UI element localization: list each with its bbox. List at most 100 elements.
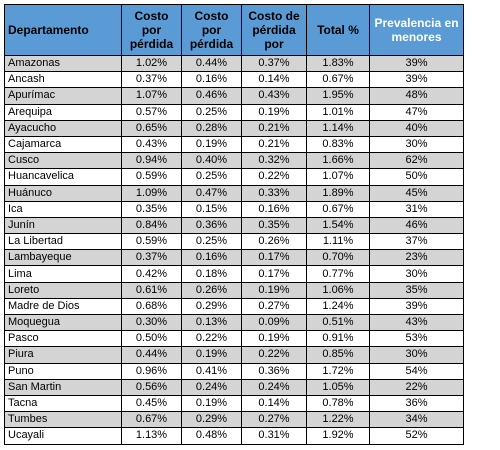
header-departamento: Departamento (4, 4, 122, 56)
cell-costo-perdida-1: 0.94% (121, 152, 182, 170)
cell-costo-perdida-2: 0.25% (181, 103, 242, 121)
cell-costo-perdida-1: 0.59% (121, 233, 182, 251)
cell-total-percent: 1.05% (306, 378, 370, 396)
cell-costo-de-perdida: 0.21% (241, 135, 307, 154)
cell-costo-de-perdida: 0.14% (241, 394, 307, 413)
cell-departamento: La Libertad (4, 233, 122, 251)
cell-costo-de-perdida: 0.24% (241, 378, 307, 396)
cell-departamento: Huánuco (4, 184, 122, 202)
cell-departamento: Tacna (4, 394, 122, 413)
table-row: Ayacucho 0.65% 0.28% 0.21% 1.14% 40% (4, 119, 464, 137)
table-row: Ucayali 1.13% 0.48% 0.31% 1.92% 52% (4, 427, 464, 445)
header-costo-perdida-2: Costo por pérdida (181, 4, 242, 56)
cell-prevalencia: 53% (369, 330, 464, 348)
cell-departamento: Ucayali (4, 427, 122, 445)
table-row: Tacna 0.45% 0.19% 0.14% 0.78% 36% (4, 394, 464, 413)
cell-costo-de-perdida: 0.32% (241, 152, 307, 170)
cell-costo-perdida-2: 0.25% (181, 233, 242, 251)
cell-costo-perdida-2: 0.16% (181, 71, 242, 89)
department-table: Departamento Costo por pérdida Costo por… (4, 4, 464, 445)
cell-total-percent: 0.51% (306, 313, 370, 332)
cell-costo-de-perdida: 0.19% (241, 281, 307, 299)
cell-prevalencia: 30% (369, 135, 464, 154)
cell-departamento: Ancash (4, 71, 122, 89)
cell-costo-perdida-2: 0.16% (181, 249, 242, 267)
cell-costo-de-perdida: 0.21% (241, 119, 307, 137)
table-body: Amazonas 1.02% 0.44% 0.37% 1.83% 39% Ancash 0.3… (4, 54, 464, 445)
cell-total-percent: 1.06% (306, 281, 370, 299)
cell-costo-de-perdida: 0.22% (241, 168, 307, 186)
cell-costo-de-perdida: 0.27% (241, 411, 307, 429)
cell-departamento: Loreto (4, 281, 122, 299)
cell-costo-perdida-1: 0.37% (121, 71, 182, 89)
table-header: Departamento Costo por pérdida Costo por… (4, 4, 464, 56)
header-costo-perdida-1: Costo por pérdida (121, 4, 182, 56)
cell-departamento: Ayacucho (4, 119, 122, 137)
cell-costo-perdida-1: 0.68% (121, 297, 182, 316)
header-total-percent: Total % (306, 4, 370, 56)
cell-costo-perdida-2: 0.13% (181, 313, 242, 332)
cell-departamento: Huancavelica (4, 168, 122, 186)
cell-total-percent: 0.83% (306, 135, 370, 154)
cell-departamento: Cusco (4, 152, 122, 170)
cell-prevalencia: 30% (369, 346, 464, 364)
cell-departamento: Apurímac (4, 87, 122, 105)
cell-departamento: Amazonas (4, 54, 122, 73)
cell-costo-perdida-2: 0.40% (181, 152, 242, 170)
cell-total-percent: 1.14% (306, 119, 370, 137)
cell-prevalencia: 46% (369, 216, 464, 235)
table-container: Departamento Costo por pérdida Costo por… (4, 4, 464, 445)
cell-costo-de-perdida: 0.19% (241, 103, 307, 121)
table-row: La Libertad 0.59% 0.25% 0.26% 1.11% 37% (4, 233, 464, 251)
cell-costo-perdida-2: 0.46% (181, 87, 242, 105)
header-row: Departamento Costo por pérdida Costo por… (4, 4, 464, 56)
cell-departamento: Ica (4, 200, 122, 218)
cell-total-percent: 1.01% (306, 103, 370, 121)
cell-costo-perdida-1: 0.50% (121, 330, 182, 348)
cell-departamento: Moquegua (4, 313, 122, 332)
cell-prevalencia: 40% (369, 119, 464, 137)
cell-costo-de-perdida: 0.17% (241, 249, 307, 267)
cell-costo-perdida-1: 0.37% (121, 249, 182, 267)
cell-costo-perdida-2: 0.15% (181, 200, 242, 218)
cell-costo-perdida-1: 1.13% (121, 427, 182, 445)
cell-departamento: Puno (4, 362, 122, 380)
table-row: Tumbes 0.67% 0.29% 0.27% 1.22% 34% (4, 411, 464, 429)
cell-total-percent: 1.95% (306, 87, 370, 105)
cell-costo-de-perdida: 0.14% (241, 71, 307, 89)
cell-departamento: Piura (4, 346, 122, 364)
table-row: Loreto 0.61% 0.26% 0.19% 1.06% 35% (4, 281, 464, 299)
cell-costo-de-perdida: 0.37% (241, 54, 307, 73)
cell-total-percent: 1.54% (306, 216, 370, 235)
table-row: Puno 0.96% 0.41% 0.36% 1.72% 54% (4, 362, 464, 380)
cell-costo-perdida-1: 0.96% (121, 362, 182, 380)
table-row: Madre de Dios 0.68% 0.29% 0.27% 1.24% 39% (4, 297, 464, 316)
cell-costo-de-perdida: 0.27% (241, 297, 307, 316)
cell-total-percent: 0.67% (306, 71, 370, 89)
cell-total-percent: 0.70% (306, 249, 370, 267)
cell-total-percent: 0.67% (306, 200, 370, 218)
cell-costo-perdida-1: 0.61% (121, 281, 182, 299)
cell-costo-perdida-2: 0.44% (181, 54, 242, 73)
table-row: Ica 0.35% 0.15% 0.16% 0.67% 31% (4, 200, 464, 218)
cell-costo-perdida-2: 0.41% (181, 362, 242, 380)
cell-costo-perdida-1: 0.56% (121, 378, 182, 396)
cell-costo-de-perdida: 0.16% (241, 200, 307, 218)
cell-costo-perdida-2: 0.25% (181, 168, 242, 186)
cell-costo-perdida-1: 0.57% (121, 103, 182, 121)
cell-costo-perdida-2: 0.18% (181, 265, 242, 283)
cell-costo-perdida-2: 0.36% (181, 216, 242, 235)
cell-costo-perdida-2: 0.24% (181, 378, 242, 396)
cell-total-percent: 0.77% (306, 265, 370, 283)
table-row: Arequipa 0.57% 0.25% 0.19% 1.01% 47% (4, 103, 464, 121)
cell-total-percent: 1.07% (306, 168, 370, 186)
table-row: Lambayeque 0.37% 0.16% 0.17% 0.70% 23% (4, 249, 464, 267)
cell-costo-perdida-2: 0.29% (181, 411, 242, 429)
cell-costo-de-perdida: 0.19% (241, 330, 307, 348)
cell-costo-perdida-2: 0.48% (181, 427, 242, 445)
table-row: Junín 0.84% 0.36% 0.35% 1.54% 46% (4, 216, 464, 235)
cell-departamento: Madre de Dios (4, 297, 122, 316)
table-row: Moquegua 0.30% 0.13% 0.09% 0.51% 43% (4, 313, 464, 332)
cell-costo-perdida-1: 0.43% (121, 135, 182, 154)
cell-prevalencia: 45% (369, 184, 464, 202)
